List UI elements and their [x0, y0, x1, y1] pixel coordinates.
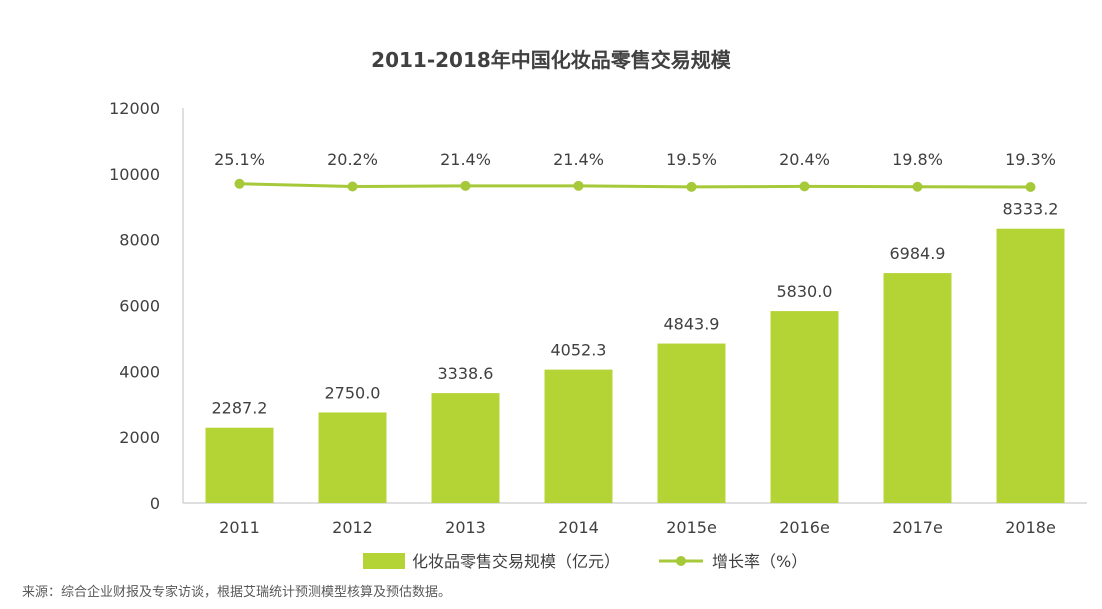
- x-tick-label: 2014: [558, 518, 599, 537]
- growth-line: [239, 182, 1031, 189]
- legend-bar-label: 化妆品零售交易规模（亿元）: [412, 552, 620, 571]
- growth-label: 20.4%: [779, 150, 830, 169]
- chart-title: 2011-2018年中国化妆品零售交易规模: [371, 48, 731, 72]
- growth-point: [686, 181, 697, 192]
- bar-value-label: 2287.2: [212, 399, 268, 418]
- bar: [205, 427, 274, 503]
- growth-label: 20.2%: [327, 150, 378, 169]
- bar: [657, 343, 726, 503]
- y-tick-label: 8000: [119, 231, 160, 250]
- bar: [770, 311, 839, 503]
- bar: [318, 412, 387, 503]
- growth-label: 19.5%: [666, 150, 717, 169]
- y-tick-label: 6000: [119, 297, 160, 316]
- source-note: 来源：综合企业财报及专家访谈，根据艾瑞统计预测模型核算及预估数据。: [22, 585, 452, 600]
- y-tick-label: 0: [150, 494, 160, 513]
- growth-label: 25.1%: [214, 150, 265, 169]
- y-tick-label: 10000: [109, 165, 160, 184]
- y-tick-label: 12000: [109, 99, 160, 118]
- y-tick-label: 4000: [119, 362, 160, 381]
- x-tick-label: 2015e: [666, 518, 717, 537]
- growth-point: [912, 181, 923, 192]
- growth-label: 21.4%: [440, 150, 491, 169]
- growth-label: 21.4%: [553, 150, 604, 169]
- growth-point: [234, 178, 245, 189]
- x-tick-label: 2011: [219, 518, 260, 537]
- growth-point: [573, 180, 584, 191]
- growth-point: [799, 181, 810, 192]
- x-tick-label: 2018e: [1005, 518, 1056, 537]
- x-tick-label: 2017e: [892, 518, 943, 537]
- bar: [883, 273, 952, 503]
- bar: [431, 393, 500, 503]
- x-tick-label: 2016e: [779, 518, 830, 537]
- x-tick-label: 2013: [445, 518, 486, 537]
- legend-line-label: 增长率（%）: [712, 552, 807, 571]
- bar-value-label: 2750.0: [325, 383, 381, 402]
- growth-label: 19.3%: [1005, 150, 1056, 169]
- bar: [996, 228, 1065, 503]
- bar-value-label: 6984.9: [890, 244, 946, 263]
- y-tick-label: 2000: [119, 428, 160, 447]
- bar: [544, 369, 613, 503]
- bar-value-label: 4052.3: [551, 341, 607, 360]
- legend-bar-swatch: [363, 553, 405, 569]
- growth-point: [347, 181, 358, 192]
- growth-label: 19.8%: [892, 150, 943, 169]
- bar-value-label: 4843.9: [664, 315, 720, 334]
- bar-value-label: 8333.2: [1003, 200, 1059, 219]
- bar-value-label: 5830.0: [777, 282, 833, 301]
- legend-line-marker: [676, 556, 686, 566]
- bar-value-label: 3338.6: [438, 364, 494, 383]
- growth-point: [1025, 182, 1036, 192]
- growth-point: [460, 180, 471, 191]
- x-tick-label: 2012: [332, 518, 373, 537]
